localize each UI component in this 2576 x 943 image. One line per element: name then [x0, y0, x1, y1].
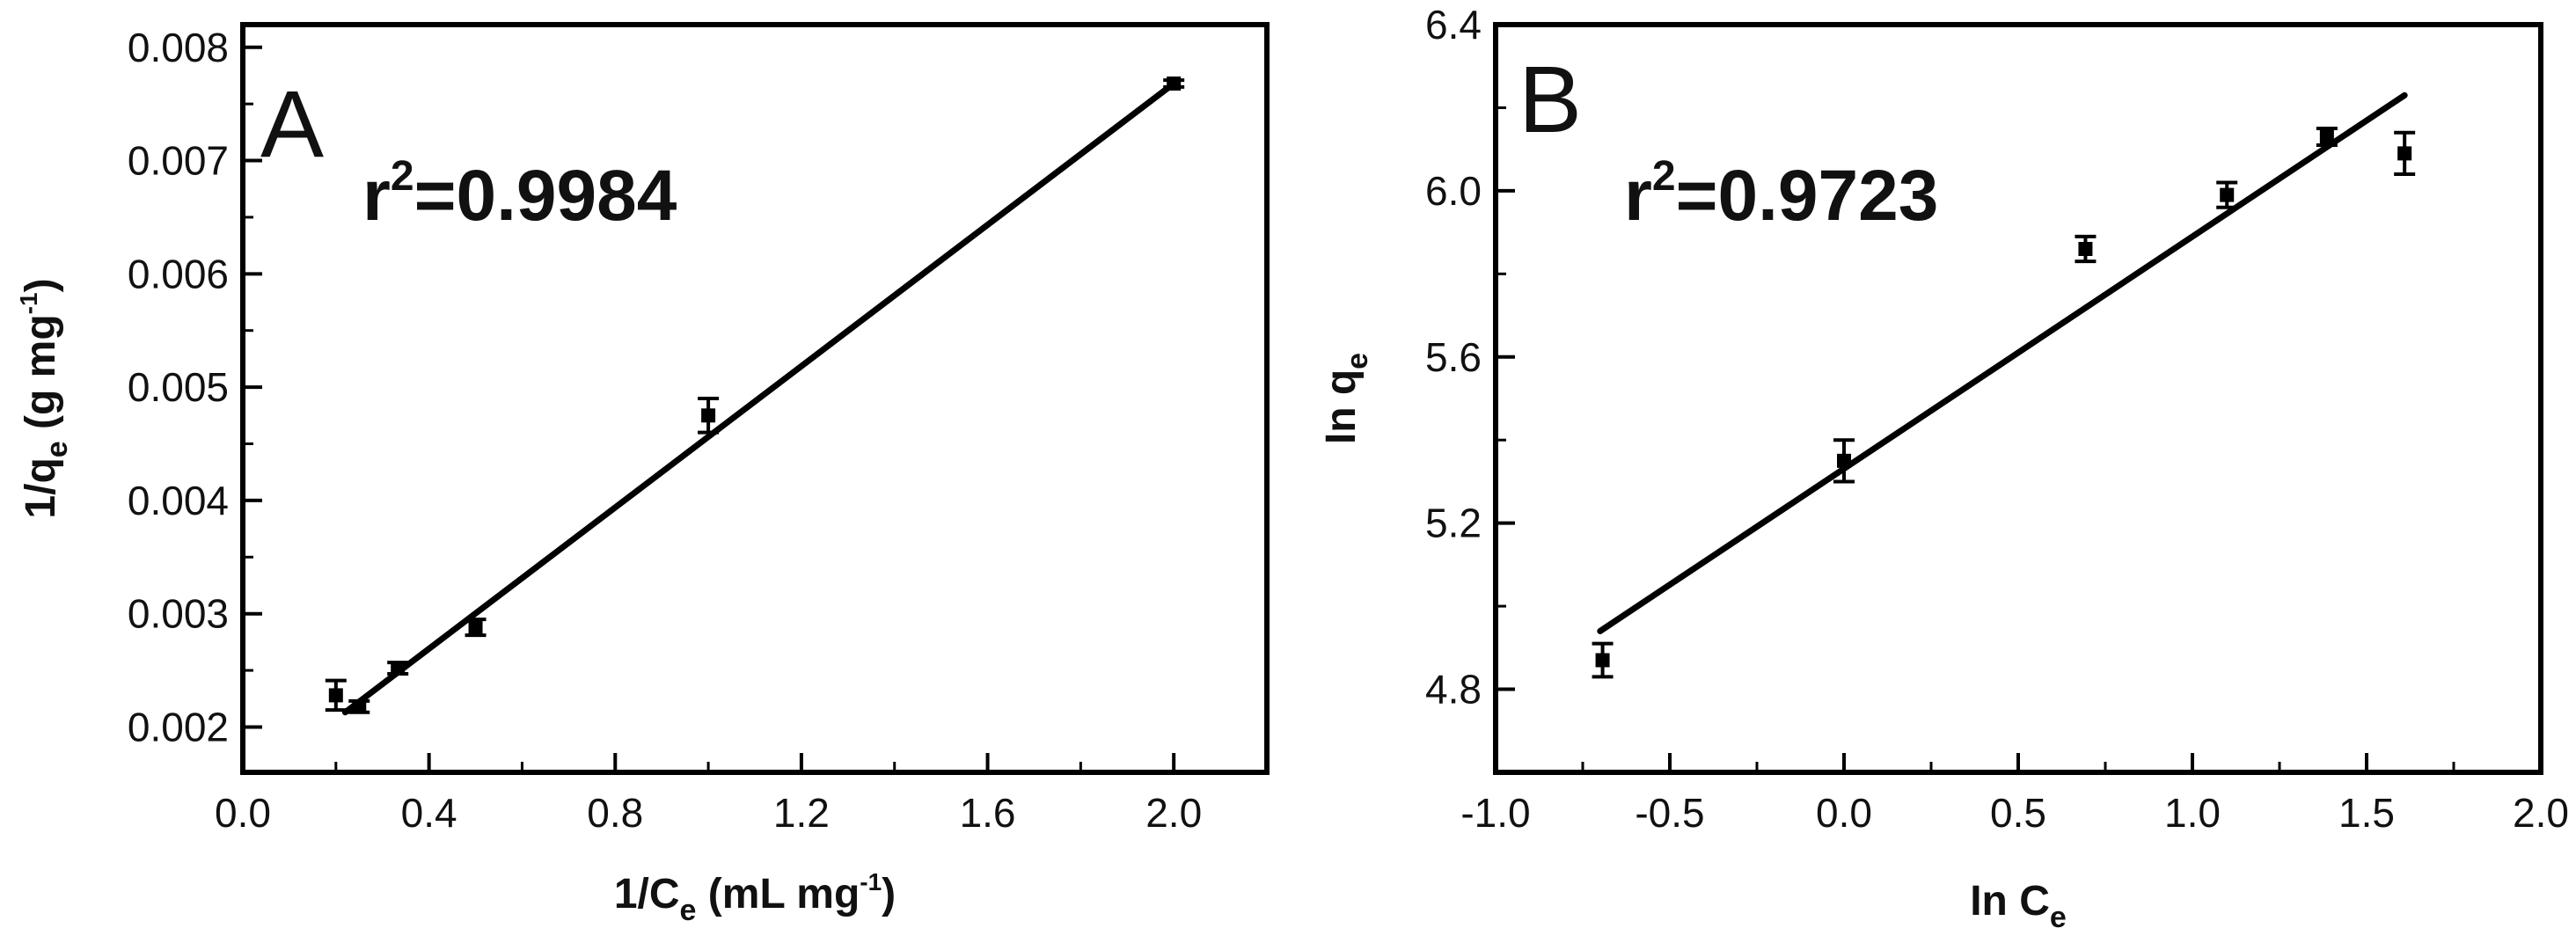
- x-tick-label: -0.5: [1635, 790, 1704, 836]
- x-ticks-b: -1.0 -0.5 0.0 0.5 1.0 1.5 2.0: [1460, 753, 2569, 836]
- x-tick-label: 1.2: [773, 790, 830, 836]
- y-tick-label: 5.6: [1425, 334, 1482, 380]
- r-superscript: 2: [1652, 153, 1676, 200]
- r-squared-annotation-b: r2=0.9723: [1624, 153, 1938, 236]
- x-tick-label: 0.4: [401, 790, 457, 836]
- y-tick-label: 0.007: [128, 138, 229, 184]
- y-tick-label: 0.005: [128, 364, 229, 410]
- data-point: [701, 408, 716, 423]
- y-ticks-a: 0.002 0.003 0.004 0.005 0.006 0.007 0.008: [128, 25, 262, 749]
- panel-a: 0.0 0.4 0.8 1.2 1.6 2.0 0.0020.0030.0040.0050…: [15, 22, 1270, 927]
- y-tick-label: 0.002: [128, 704, 229, 749]
- x-tick-label: 0.5: [1990, 790, 2046, 836]
- y-tick-label: 6.0: [1425, 168, 1482, 214]
- data-point: [2319, 129, 2334, 144]
- data-point: [1167, 76, 1182, 91]
- panel-label-a: A: [260, 70, 324, 177]
- data-marks-a: [325, 76, 1185, 716]
- x-tick-label: 0.0: [215, 790, 271, 836]
- x-tick-label: 0.0: [1816, 790, 1872, 836]
- x-tick-label: 1.0: [2164, 790, 2221, 836]
- fit-line: [1597, 91, 2408, 634]
- x-tick-label: -1.0: [1460, 790, 1530, 836]
- x-tick-label: 2.0: [2513, 790, 2569, 836]
- r-symbol: r: [1624, 156, 1652, 236]
- r-superscript: 2: [391, 153, 414, 200]
- r-squared-value: =0.9984: [414, 156, 677, 236]
- x-tick-label: 1.5: [2338, 790, 2395, 836]
- data-point: [1595, 653, 1610, 668]
- plot-frame-b: [1493, 22, 2543, 775]
- r-squared-value: =0.9723: [1676, 156, 1939, 236]
- panel-label-b: B: [1519, 46, 1582, 152]
- x-tick-label: 0.8: [587, 790, 643, 836]
- data-point: [328, 688, 343, 703]
- y-tick-label: 6.4: [1425, 2, 1482, 48]
- y-tick-label: 0.006: [128, 251, 229, 296]
- y-tick-label: 0.003: [128, 591, 229, 637]
- x-ticks-a: 0.0 0.4 0.8 1.2 1.6 2.0: [215, 753, 1202, 836]
- panel-b: -1.0 -0.5 0.0 0.5 1.0 1.5 2.0 4.85.25.66.06.4 …: [1318, 2, 2569, 934]
- y-tick-label: 0.008: [128, 25, 229, 70]
- x-tick-label: 1.6: [960, 790, 1016, 836]
- fit-line: [341, 80, 1177, 716]
- y-tick-label: 5.2: [1425, 501, 1482, 546]
- x-tick-label: 2.0: [1145, 790, 1202, 836]
- r-squared-annotation-a: r2=0.9984: [362, 153, 677, 236]
- x-axis-title-b: In Ce: [1970, 878, 2067, 934]
- data-point: [2078, 242, 2093, 256]
- y-axis-title-a: 1/qe (g mg-1): [15, 278, 74, 518]
- y-tick-label: 0.004: [128, 478, 229, 523]
- y-axis-title-b: In qe: [1318, 353, 1374, 444]
- data-point: [2220, 187, 2235, 202]
- data-point: [468, 620, 483, 635]
- r-symbol: r: [362, 156, 391, 236]
- y-ticks-b: 4.8 5.2 5.6 6.0 6.4: [1425, 2, 1515, 713]
- data-point: [2397, 146, 2412, 161]
- data-point: [1837, 453, 1851, 468]
- data-marks-b: [1592, 91, 2416, 679]
- x-axis-title-a: 1/Ce (mL mg-1): [614, 868, 896, 927]
- data-point: [352, 699, 367, 714]
- plot-frame-a: [240, 22, 1270, 775]
- data-point: [391, 661, 406, 676]
- y-tick-label: 4.8: [1425, 667, 1482, 713]
